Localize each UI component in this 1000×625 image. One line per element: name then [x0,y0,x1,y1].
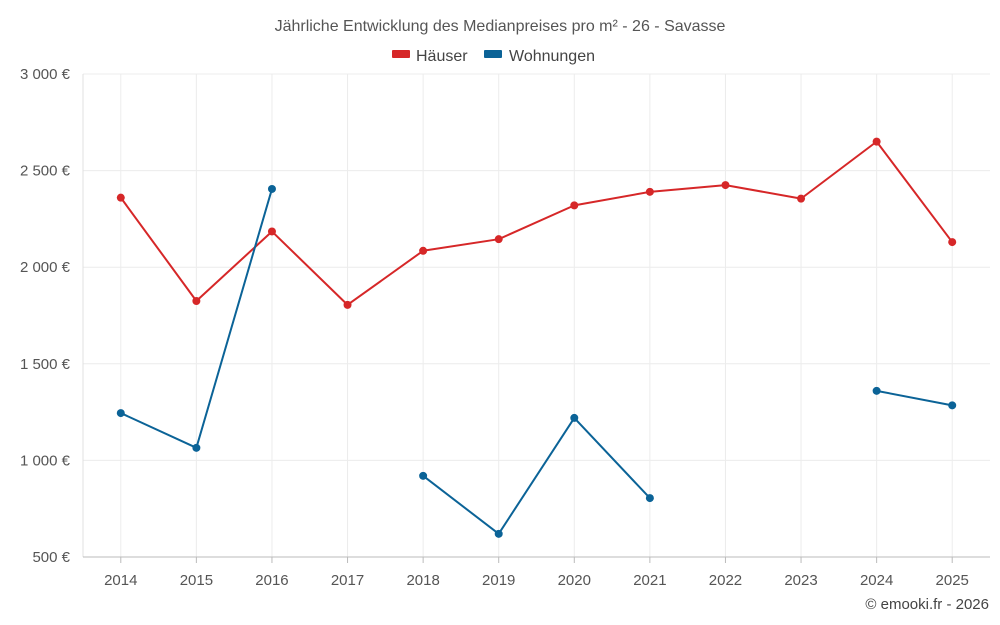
series-line-wohnungen [422,416,651,535]
y-tick-label: 3 000 € [20,66,71,83]
data-point-haeuser[interactable] [267,227,276,236]
data-point-wohnungen[interactable] [570,413,579,422]
data-point-wohnungen[interactable] [192,443,201,452]
legend-label-haeuser: Häuser [416,48,468,65]
x-tick-label: 2024 [860,572,893,589]
data-point-wohnungen[interactable] [267,184,276,193]
x-tick-label: 2018 [406,572,439,589]
series-line-haeuser [119,140,954,306]
y-tick-label: 2 000 € [20,259,71,276]
legend-label-wohnungen: Wohnungen [509,48,595,65]
data-point-haeuser[interactable] [419,246,428,255]
data-point-haeuser[interactable] [721,181,730,190]
series-haeuser [116,137,957,309]
data-point-haeuser[interactable] [192,297,201,306]
data-point-wohnungen[interactable] [116,409,125,418]
grid [83,73,990,558]
x-tick-label: 2025 [936,572,969,589]
x-tick-label: 2014 [104,572,137,589]
data-point-haeuser[interactable] [116,193,125,202]
series-wohnungen [116,184,957,538]
x-tick-label: 2015 [180,572,213,589]
data-point-haeuser[interactable] [570,201,579,210]
x-tick-label: 2022 [709,572,742,589]
x-tick-label: 2023 [784,572,817,589]
series-layer [116,137,957,538]
y-tick-label: 1 500 € [20,356,71,373]
legend-swatch-haeuser [392,50,410,58]
legend-item-haeuser[interactable]: Häuser [392,48,468,65]
legend-item-wohnungen[interactable]: Wohnungen [484,48,595,65]
y-tick-label: 1 000 € [20,452,71,469]
y-tick-label: 500 € [32,549,70,566]
x-tick-label: 2021 [633,572,666,589]
legend: Häuser Wohnungen [392,48,595,65]
data-point-wohnungen[interactable] [872,386,881,395]
series-line-wohnungen [875,389,954,407]
y-tick-label: 2 500 € [20,163,71,180]
data-point-wohnungen[interactable] [948,401,957,410]
data-point-haeuser[interactable] [948,238,957,247]
data-point-haeuser[interactable] [645,187,654,196]
data-point-haeuser[interactable] [343,300,352,309]
x-tick-label: 2016 [255,572,288,589]
data-point-haeuser[interactable] [872,137,881,146]
data-point-haeuser[interactable] [797,194,806,203]
data-point-wohnungen[interactable] [494,529,503,538]
data-point-wohnungen[interactable] [645,494,654,503]
y-axis: 500 € 1 000 € 1 500 € 2 000 € 2 500 € 3 000 € [20,66,84,566]
x-tick-label: 2020 [558,572,591,589]
legend-swatch-wohnungen [484,50,502,58]
x-tick-label: 2019 [482,572,515,589]
data-point-haeuser[interactable] [494,235,503,244]
chart-title: Jährliche Entwicklung des Medianpreises … [275,18,726,35]
credit-label: © emooki.fr - 2026 [865,596,989,613]
x-axis: 2014 2015 2016 2017 2018 2019 2020 2021 2022 2023… [83,556,990,589]
x-tick-label: 2017 [331,572,364,589]
data-point-wohnungen[interactable] [419,471,428,480]
